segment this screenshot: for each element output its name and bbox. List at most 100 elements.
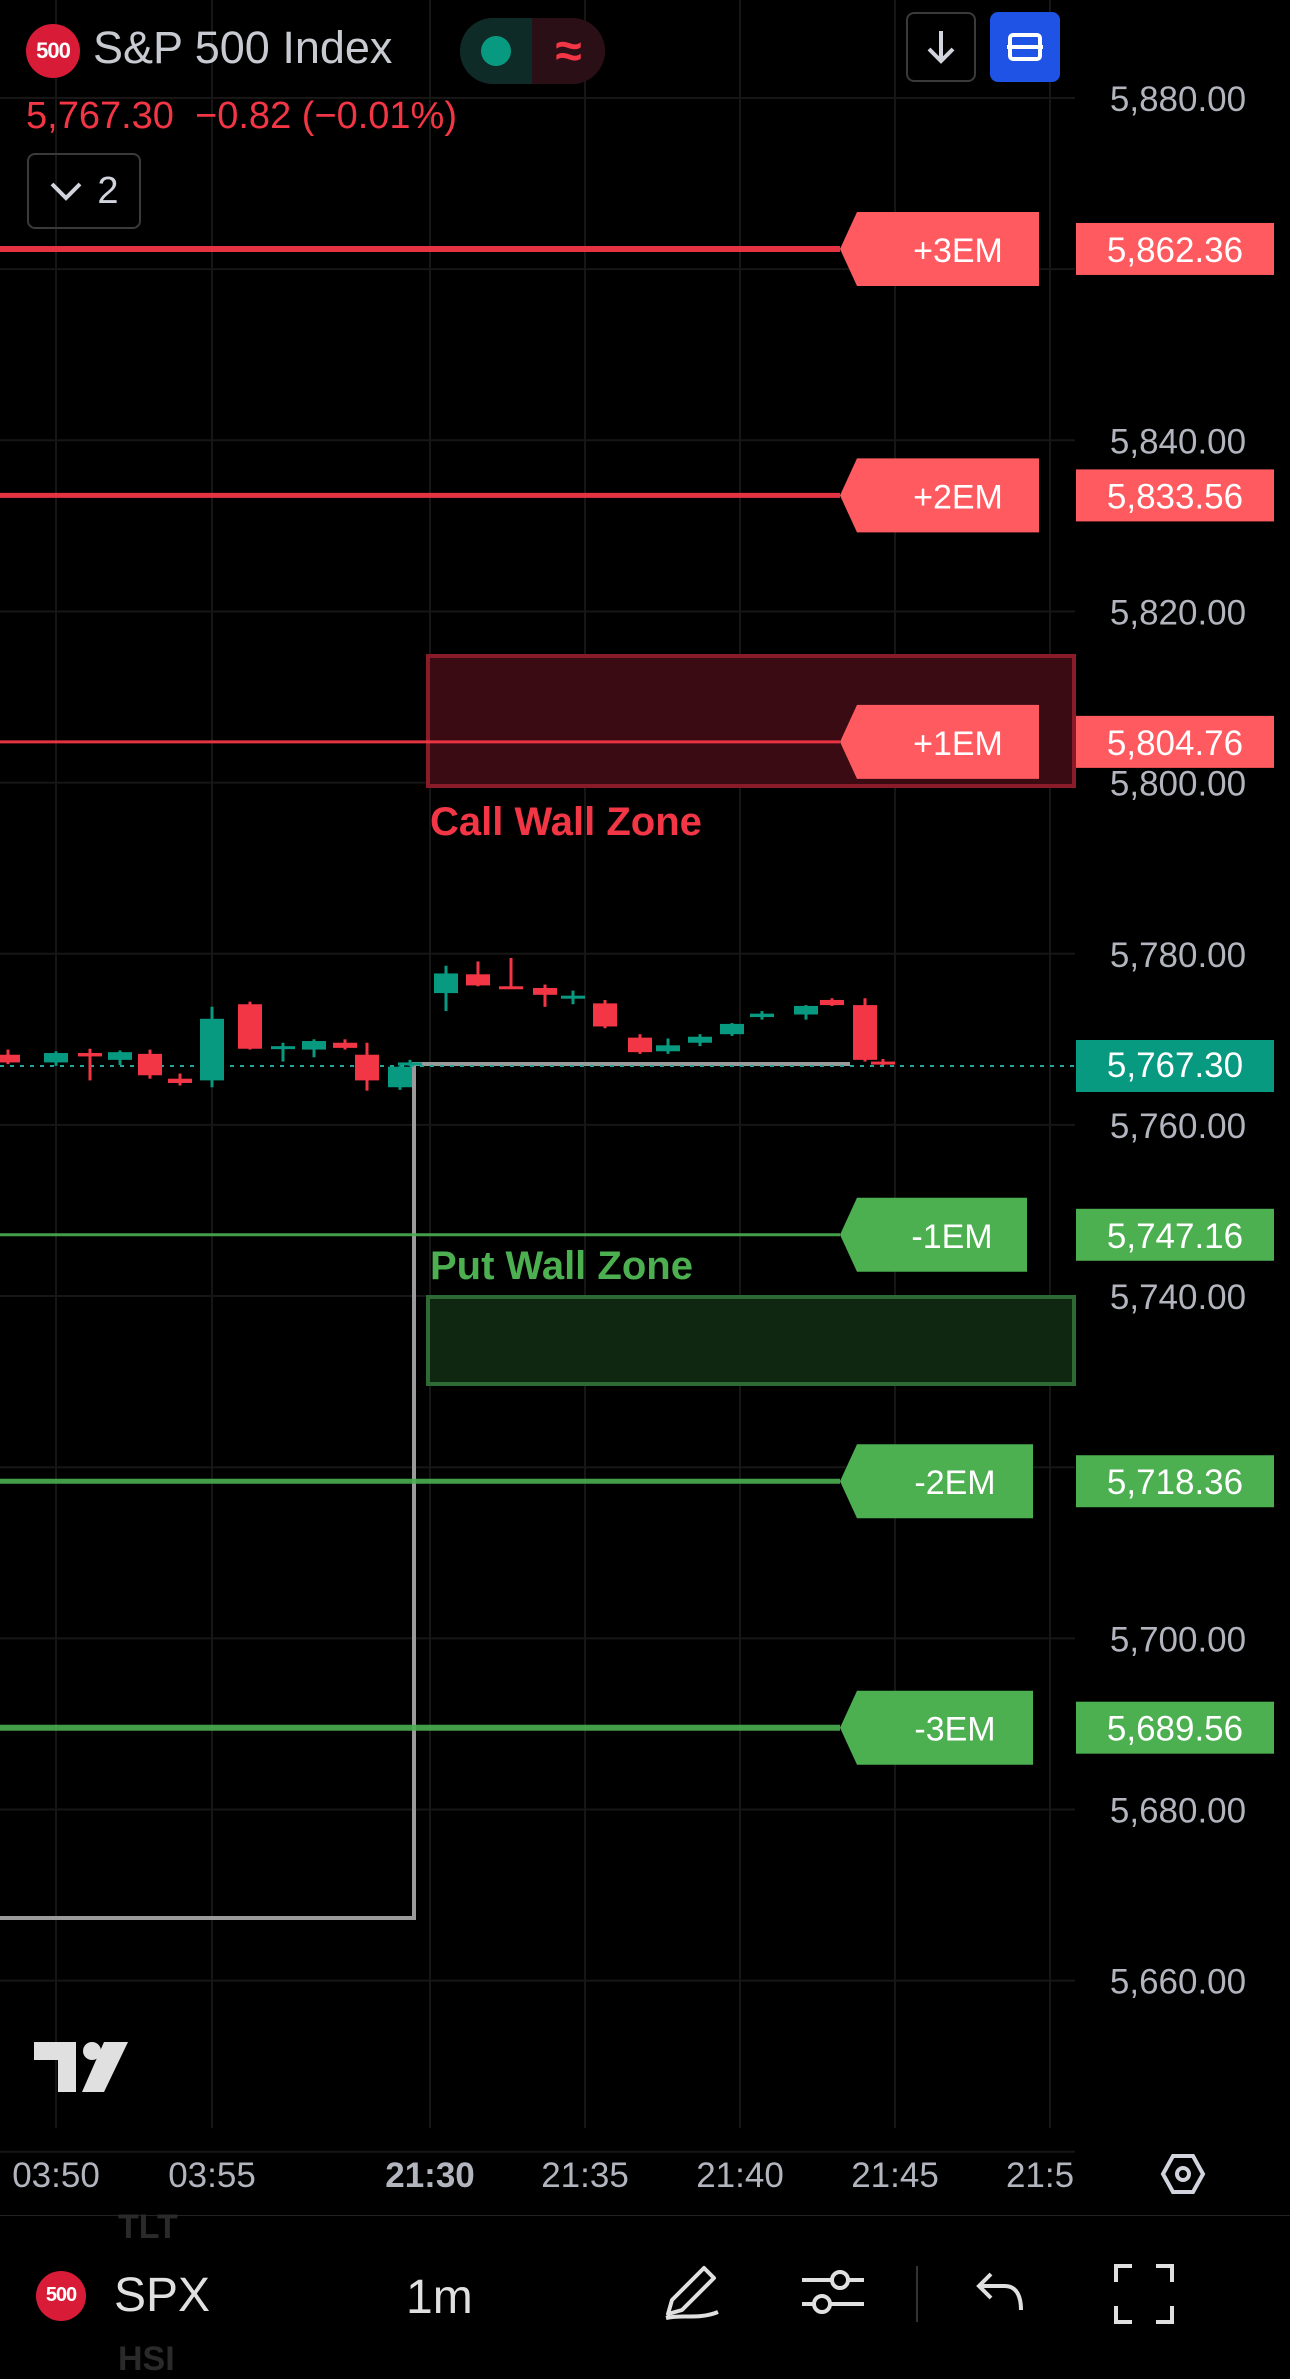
candle-body — [794, 1005, 818, 1015]
em-level-tag — [840, 458, 1039, 533]
fullscreen-button[interactable] — [990, 12, 1060, 82]
y-tick-label: 5,800.00 — [1110, 765, 1246, 804]
em-level-tag — [840, 1444, 1033, 1519]
candle-body — [168, 1078, 192, 1083]
price-change: −0.82 (−0.01%) — [195, 95, 458, 137]
put-wall-zone-label: Put Wall Zone — [430, 1244, 693, 1288]
em-level-tag-text: +1EM — [913, 725, 1003, 763]
y-tick-label: 5,840.00 — [1110, 422, 1246, 461]
price-chart[interactable]: +3EM 5,862.36 +2EM 5,833.56 +1EM 5,804.76 -1EM… — [0, 0, 1290, 2210]
y-tick-label: 5,660.00 — [1110, 1963, 1246, 2002]
em-level-price-text: 5,718.36 — [1107, 1463, 1243, 1502]
undo-button[interactable] — [975, 2266, 1025, 2316]
x-tick-label: 21:35 — [541, 2156, 629, 2195]
indicators-toggle-button[interactable]: 2 — [27, 153, 141, 229]
toolbar-divider — [916, 2266, 918, 2322]
em-level-tag-text: +2EM — [913, 478, 1003, 516]
candle-body — [533, 987, 557, 995]
candle-body — [271, 1046, 295, 1050]
sliders-icon — [802, 2270, 864, 2314]
candle-body — [593, 1003, 617, 1027]
em-level-price-tag — [1076, 715, 1274, 768]
download-button[interactable] — [906, 12, 976, 82]
candle-body — [688, 1036, 712, 1043]
candle-body — [302, 1041, 326, 1050]
em-level-tag-text: +3EM — [913, 232, 1003, 270]
candle-body — [355, 1054, 379, 1081]
gear-icon[interactable] — [1160, 2154, 1206, 2194]
x-tick-label: 21:5 — [1006, 2156, 1074, 2195]
em-level-price-text: 5,862.36 — [1107, 231, 1243, 270]
y-tick-label: 5,780.00 — [1110, 936, 1246, 975]
current-price-tag — [1076, 1040, 1274, 1092]
em-level-tag — [840, 1690, 1033, 1765]
candle-body — [0, 1054, 20, 1063]
em-level-price-text: 5,747.16 — [1107, 1217, 1243, 1256]
symbol-logo-small: 500 — [36, 2270, 86, 2321]
chevron-down-icon — [51, 182, 82, 201]
put-wall-zone[interactable] — [426, 1295, 1076, 1386]
em-level-tag — [840, 1197, 1027, 1272]
em-level-price-text: 5,689.56 — [1107, 1710, 1243, 1749]
draw-button[interactable] — [658, 2258, 724, 2324]
candle-body — [720, 1023, 744, 1035]
wave-icon: ≈ — [532, 18, 605, 84]
candle-body — [138, 1053, 162, 1076]
call-wall-zone-label: Call Wall Zone — [430, 800, 702, 844]
price-quote: 5,767.30 −0.82 (−0.01%) — [26, 95, 457, 138]
candle-body — [200, 1018, 224, 1081]
x-tick-label: 03:50 — [12, 2156, 100, 2195]
expand-button[interactable] — [1112, 2262, 1176, 2326]
symbol-logo: 500 — [26, 24, 80, 78]
interval-selector[interactable]: 1m — [406, 2271, 473, 2324]
em-level-tag-text: -3EM — [914, 1711, 995, 1749]
candle-body — [499, 986, 523, 990]
y-tick-label: 5,880.00 — [1110, 80, 1246, 119]
candle-body — [628, 1037, 652, 1053]
y-tick-label: 5,700.00 — [1110, 1620, 1246, 1659]
candle-body — [108, 1052, 132, 1060]
indicators-button[interactable] — [800, 2262, 866, 2322]
symbol-selector[interactable]: 500 SPX — [36, 2268, 210, 2323]
candle-body — [333, 1042, 357, 1048]
arrow-down-icon — [927, 31, 955, 64]
candles — [0, 958, 895, 1091]
candle-body — [238, 1004, 262, 1049]
market-status-toggle[interactable]: ≈ — [460, 18, 605, 84]
expand-icon — [1114, 2264, 1174, 2324]
time-axis[interactable]: 03:50 03:55 21:30 21:35 21:40 21:45 21:5 — [12, 2156, 1074, 2195]
x-tick-label: 21:45 — [851, 2156, 939, 2195]
candle-body — [466, 974, 490, 986]
candle-body — [656, 1045, 680, 1052]
ghost-symbol-tlt: TLT — [118, 2208, 178, 2246]
candle-body — [44, 1053, 68, 1063]
symbol-name: SPX — [114, 2269, 211, 2322]
indicators-count: 2 — [97, 169, 119, 212]
y-tick-label: 5,740.00 — [1110, 1278, 1246, 1317]
symbol-title[interactable]: S&P 500 Index — [93, 22, 393, 73]
current-price-tag-text: 5,767.30 — [1107, 1046, 1243, 1085]
last-price: 5,767.30 — [26, 95, 174, 137]
candle-body — [820, 999, 844, 1006]
em-levels: +3EM 5,862.36 +2EM 5,833.56 +1EM 5,804.76 -1EM… — [0, 211, 1274, 1765]
candle-body — [388, 1066, 412, 1088]
market-open-dot — [460, 18, 532, 84]
em-level-tag-text: -2EM — [914, 1464, 995, 1502]
x-tick-label: 21:30 — [385, 2156, 475, 2195]
ghost-symbol-hsi: HSI — [118, 2340, 175, 2378]
em-level-tag — [840, 211, 1039, 286]
candle-body — [398, 1062, 422, 1066]
range-box[interactable] — [0, 1062, 850, 1920]
undo-icon — [976, 2272, 1023, 2311]
fullscreen-icon — [1007, 33, 1043, 61]
y-tick-label: 5,760.00 — [1110, 1107, 1246, 1146]
candle-body — [871, 1061, 895, 1065]
em-level-price-tag — [1076, 1208, 1274, 1261]
tradingview-logo — [34, 2042, 128, 2092]
em-level-price-text: 5,833.56 — [1107, 477, 1243, 516]
chart-grid — [0, 0, 1075, 2153]
em-level-price-tag — [1076, 1455, 1274, 1508]
pen-icon — [665, 2266, 719, 2320]
em-level-price-tag — [1076, 1701, 1274, 1754]
price-axis[interactable]: 5,880.00 5,840.00 5,820.00 5,800.00 5,780.00… — [1110, 80, 1246, 2002]
